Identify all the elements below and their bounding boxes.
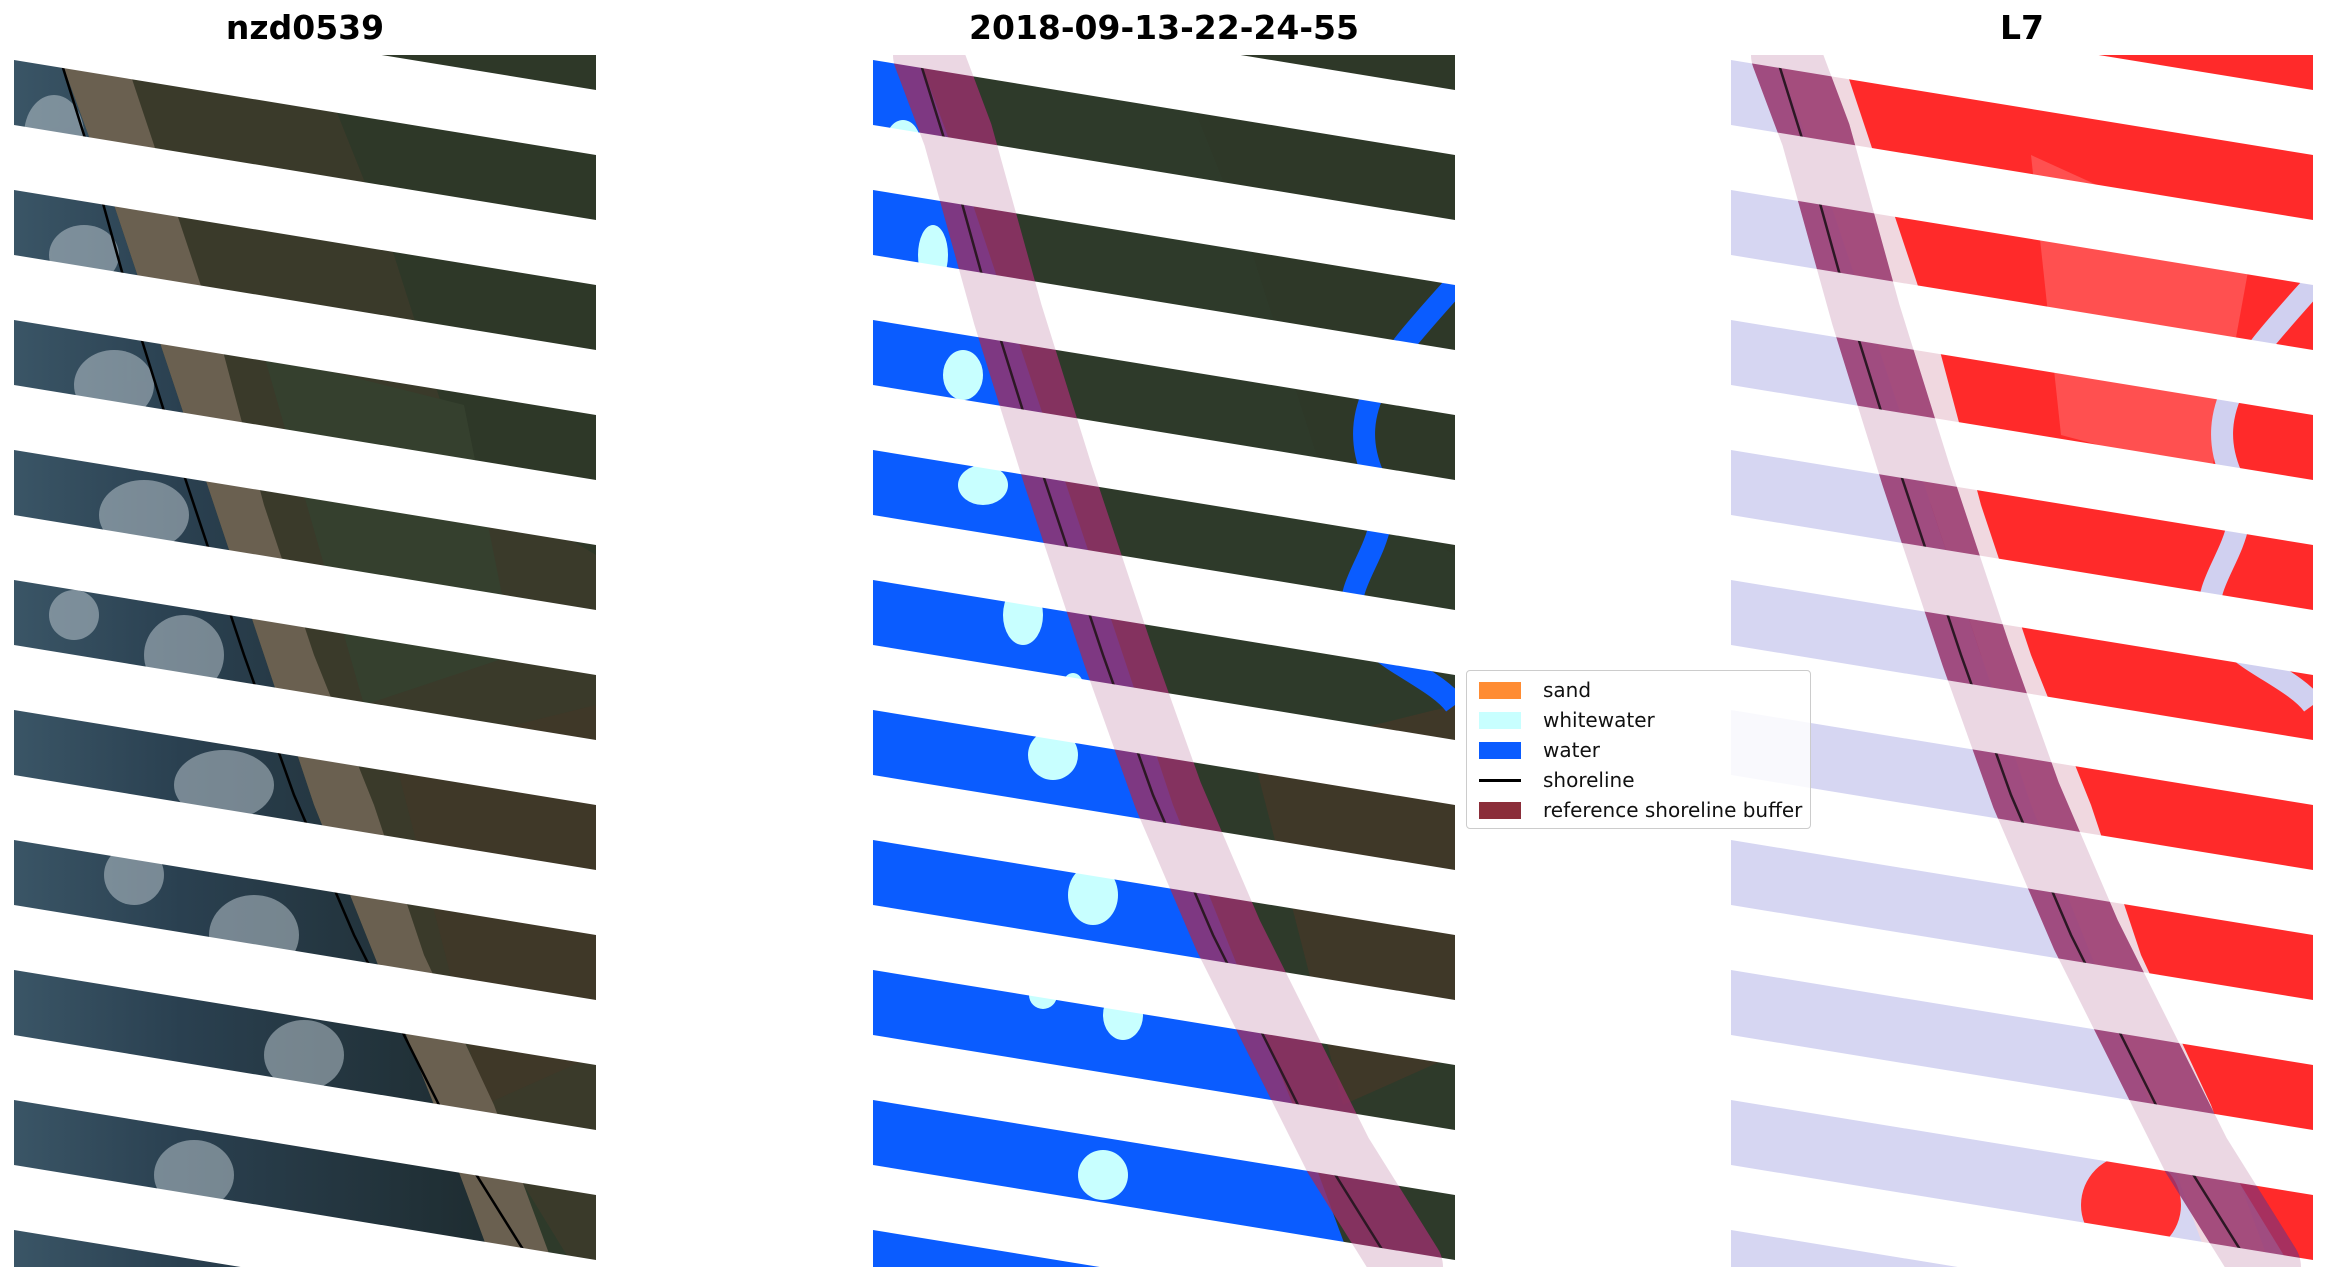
legend-item-shoreline: shoreline [1479, 765, 1635, 795]
legend-item-sand: sand [1479, 675, 1591, 705]
legend-label: water [1543, 738, 1600, 762]
water-swatch [1479, 741, 1521, 759]
sand-swatch [1479, 681, 1521, 699]
shoreline-swatch [1479, 778, 1521, 782]
whitewater-swatch [1479, 711, 1521, 729]
legend-label: whitewater [1543, 708, 1655, 732]
legend-item-water: water [1479, 735, 1600, 765]
classification-map [873, 55, 1455, 1267]
legend-item-whitewater: whitewater [1479, 705, 1655, 735]
panel-title-rgb: nzd0539 [225, 8, 385, 47]
legend-label: reference shoreline buffer [1543, 798, 1803, 822]
rgb-satellite-image [14, 55, 596, 1267]
legend-label: shoreline [1543, 768, 1635, 792]
panel-title-date: 2018-09-13-22-24-55 [969, 8, 1359, 47]
water-index-map [1731, 55, 2313, 1267]
buffer-swatch [1479, 801, 1521, 819]
legend: sand whitewater water shoreline referenc… [1466, 670, 1811, 829]
legend-item-reference-buffer: reference shoreline buffer [1479, 795, 1802, 825]
panel-title-sensor: L7 [2000, 8, 2044, 47]
legend-label: sand [1543, 678, 1592, 702]
